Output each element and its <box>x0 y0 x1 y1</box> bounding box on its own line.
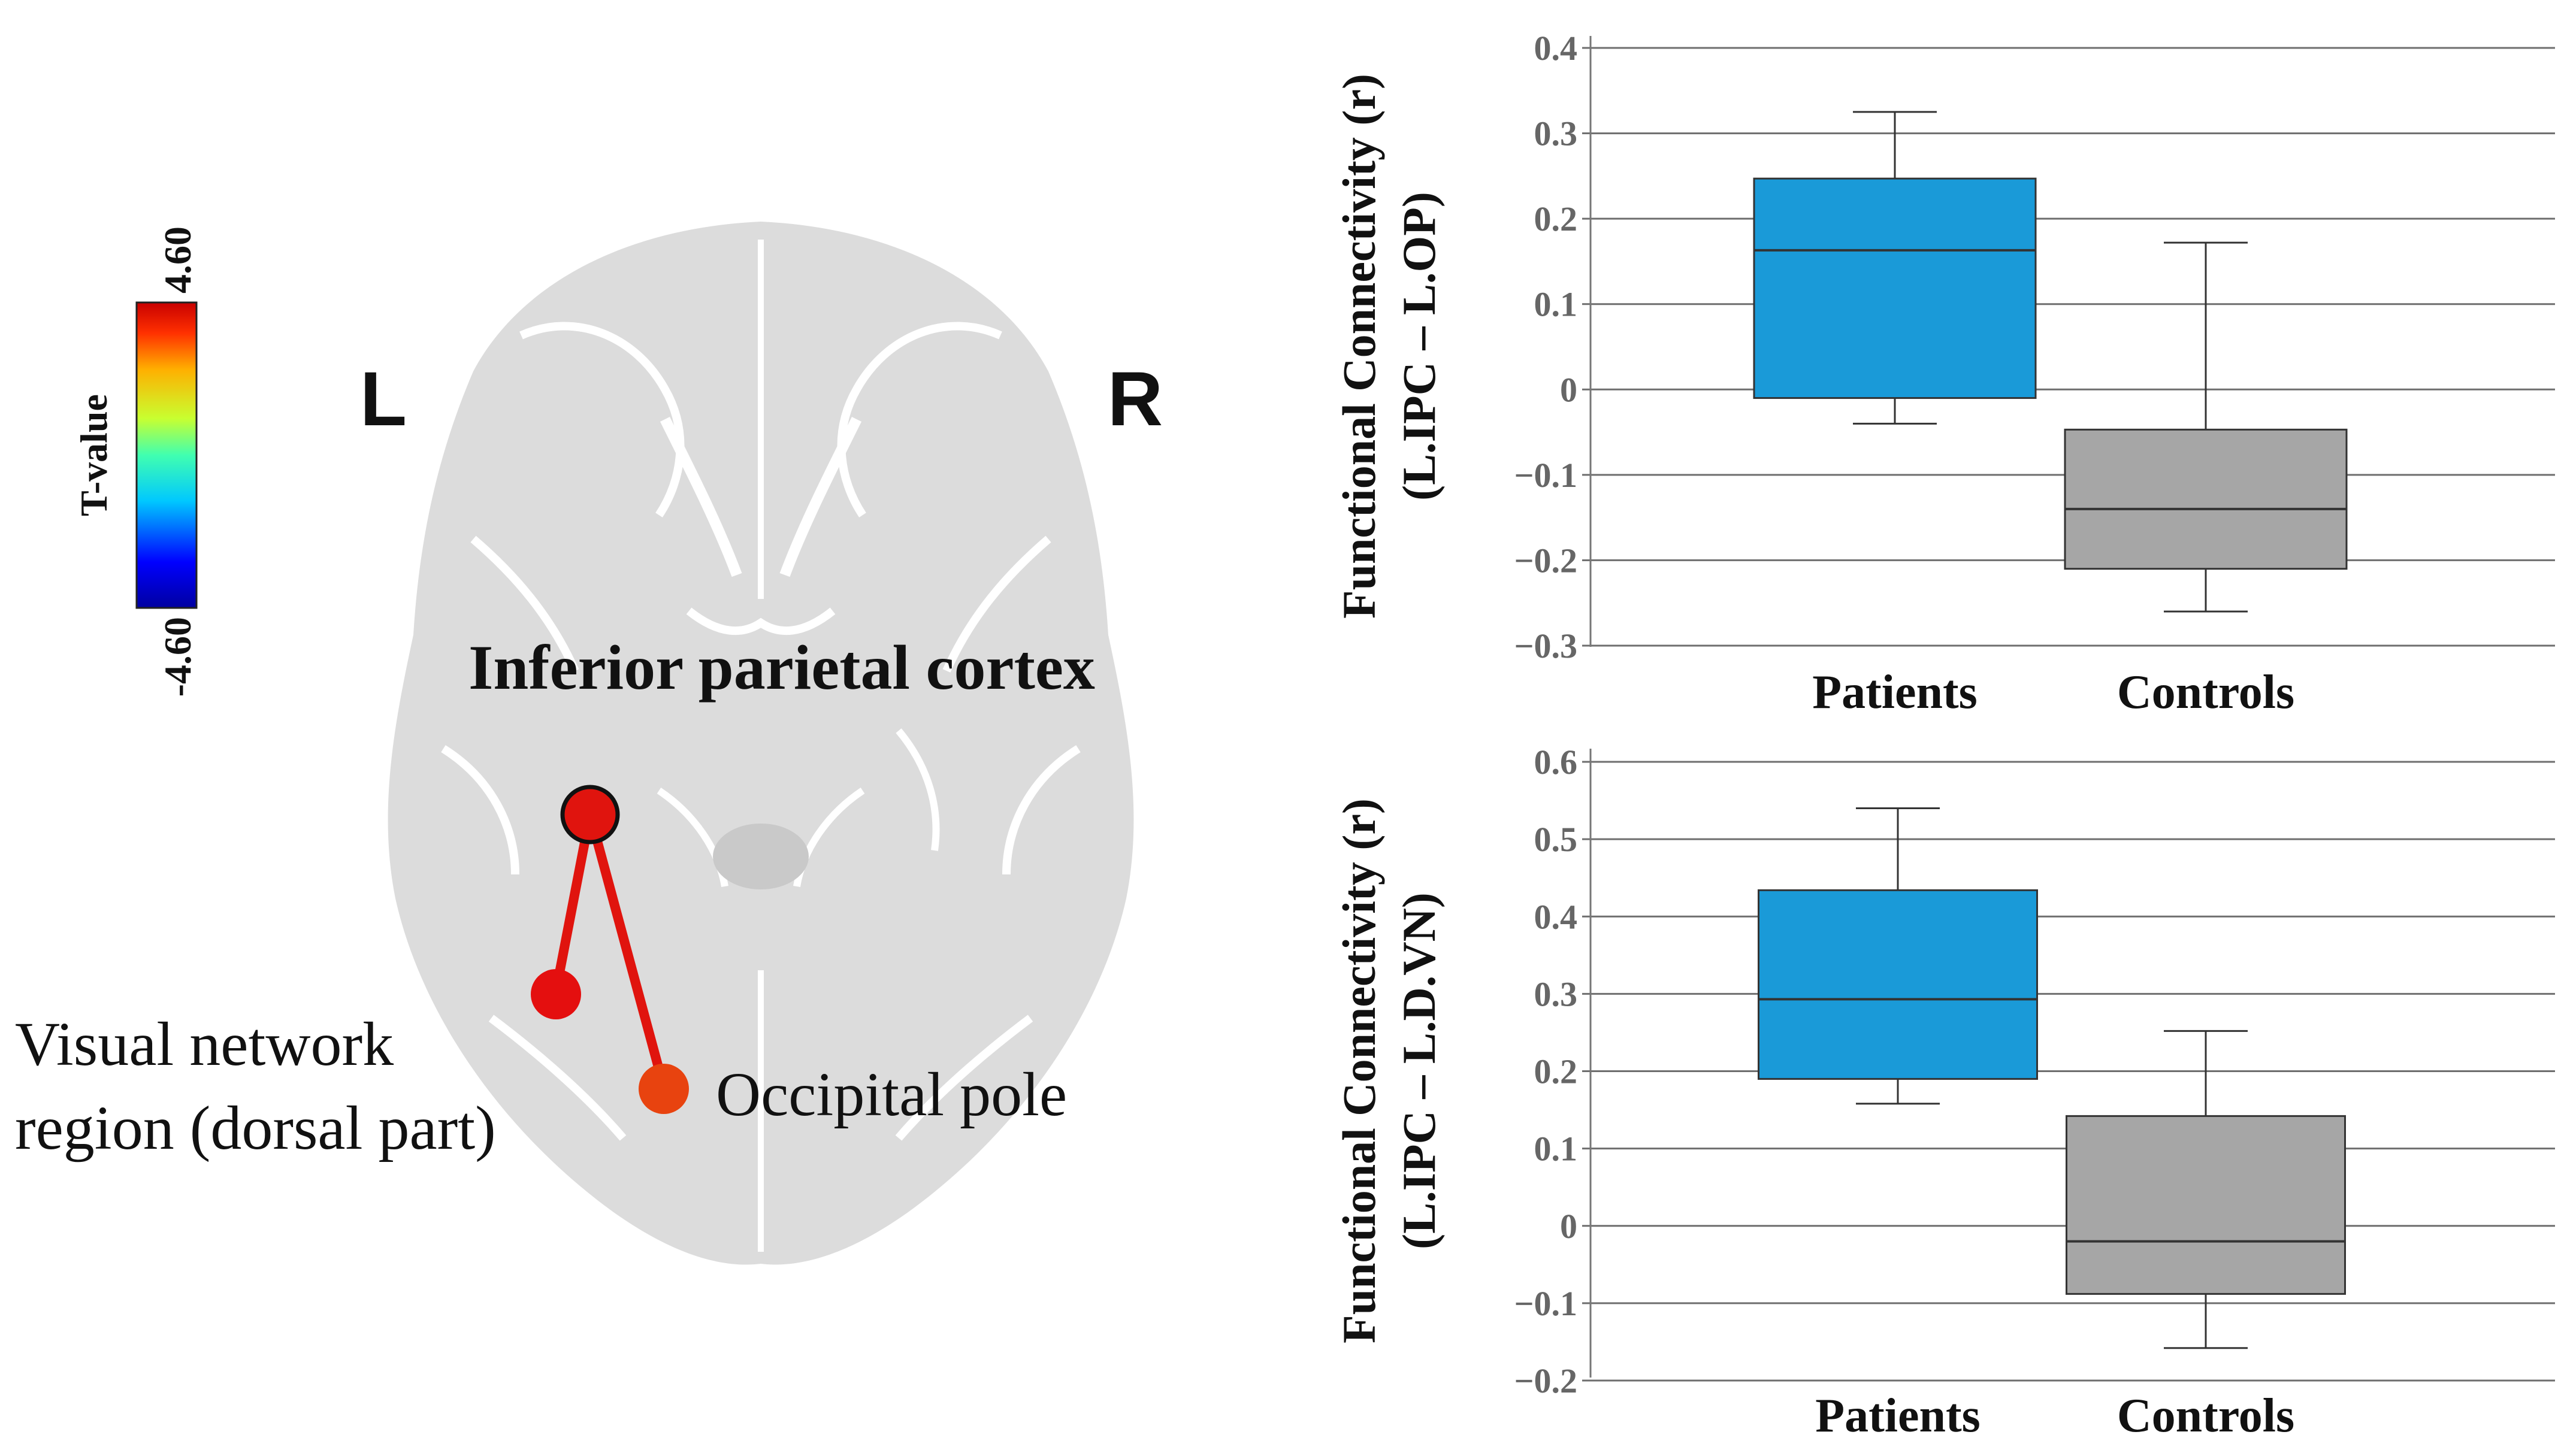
controls-box <box>2066 1115 2346 1295</box>
chart-2-ytick-labels: 0.6 0.5 0.4 0.3 0.2 0.1 0 −0.1 −0.2 <box>1514 743 1577 1400</box>
seed-region-label: Inferior parietal cortex <box>468 632 1095 703</box>
ytick-label: −0.2 <box>1514 1361 1577 1400</box>
right-hemisphere-label: R <box>1108 356 1163 442</box>
chart-1-ylabel-line2: (L.IPC – L.OP) <box>1393 192 1445 501</box>
seed-node-inferior-parietal <box>560 785 620 844</box>
brain-panel: T-value 4.60 -4.60 L R <box>15 222 1163 1265</box>
category-label-patients: Patients <box>1812 666 1978 719</box>
category-label-controls: Controls <box>2117 666 2294 719</box>
ytick-label: −0.3 <box>1514 626 1577 665</box>
category-label-patients: Patients <box>1815 1390 1981 1442</box>
ytick-label: 0.4 <box>1534 897 1578 936</box>
colorbar-min-label: -4.60 <box>156 617 199 697</box>
chart-1-ytick-labels: 0.4 0.3 0.2 0.1 0 −0.1 −0.2 −0.3 <box>1514 29 1577 665</box>
visual-network-label-line2: region (dorsal part) <box>15 1094 496 1163</box>
chart-1-gridlines <box>1582 47 2555 647</box>
colorbar-max-label: 4.60 <box>156 226 199 293</box>
ytick-label: 0.4 <box>1534 29 1578 68</box>
ytick-label: 0 <box>1560 370 1577 409</box>
ytick-label: −0.1 <box>1514 1284 1577 1323</box>
ytick-label: −0.1 <box>1514 456 1577 495</box>
ytick-label: 0.3 <box>1534 114 1578 153</box>
chart-1-category-labels: Patients Controls <box>1812 666 2294 719</box>
chart-2-boxes <box>1758 807 2346 1349</box>
chart-1-ylabel-line1: Functional Connectivity (r) <box>1333 74 1385 619</box>
ytick-label: 0.1 <box>1534 1130 1578 1169</box>
occipital-pole-label: Occipital pole <box>716 1060 1067 1129</box>
ytick-label: 0.1 <box>1534 285 1578 324</box>
ytick-label: 0.5 <box>1534 820 1578 859</box>
target-node-occipital-pole <box>639 1064 689 1114</box>
target-node-visual-network <box>531 969 581 1019</box>
chart-2-category-labels: Patients Controls <box>1815 1390 2294 1442</box>
ytick-label: 0.3 <box>1534 974 1578 1013</box>
chart-1-boxes <box>1753 111 2348 613</box>
chart-2-ylabel-line2: (L.IPC – L.D.VN) <box>1393 892 1445 1249</box>
ytick-label: 0.2 <box>1534 199 1578 238</box>
chart-1: Functional Connectivity (r) (L.IPC – L.O… <box>1333 29 2555 719</box>
colorbar-title: T-value <box>72 394 115 516</box>
controls-box <box>2064 428 2348 570</box>
connection-seed-to-occipital <box>585 810 669 1092</box>
chart-2-gridlines <box>1582 761 2555 1382</box>
colorbar-gradient <box>135 301 198 609</box>
ytick-label: −0.2 <box>1514 541 1577 580</box>
visual-network-label-line1: Visual network <box>15 1010 394 1079</box>
patients-box <box>1753 177 2037 399</box>
patients-box <box>1758 889 2038 1080</box>
ytick-label: 0.6 <box>1534 743 1578 782</box>
ytick-label: 0.2 <box>1534 1052 1578 1091</box>
left-hemisphere-label: L <box>360 356 407 442</box>
chart-2-ylabel-line1: Functional Connectivity (r) <box>1333 798 1385 1343</box>
chart-2: Functional Connectivity (r) (L.IPC – L.D… <box>1333 743 2555 1442</box>
ytick-label: 0 <box>1560 1207 1577 1246</box>
colorbar: T-value 4.60 -4.60 <box>72 226 199 697</box>
connection-seed-to-visual <box>551 810 595 996</box>
category-label-controls: Controls <box>2117 1390 2294 1442</box>
connection-lines <box>551 810 669 1092</box>
